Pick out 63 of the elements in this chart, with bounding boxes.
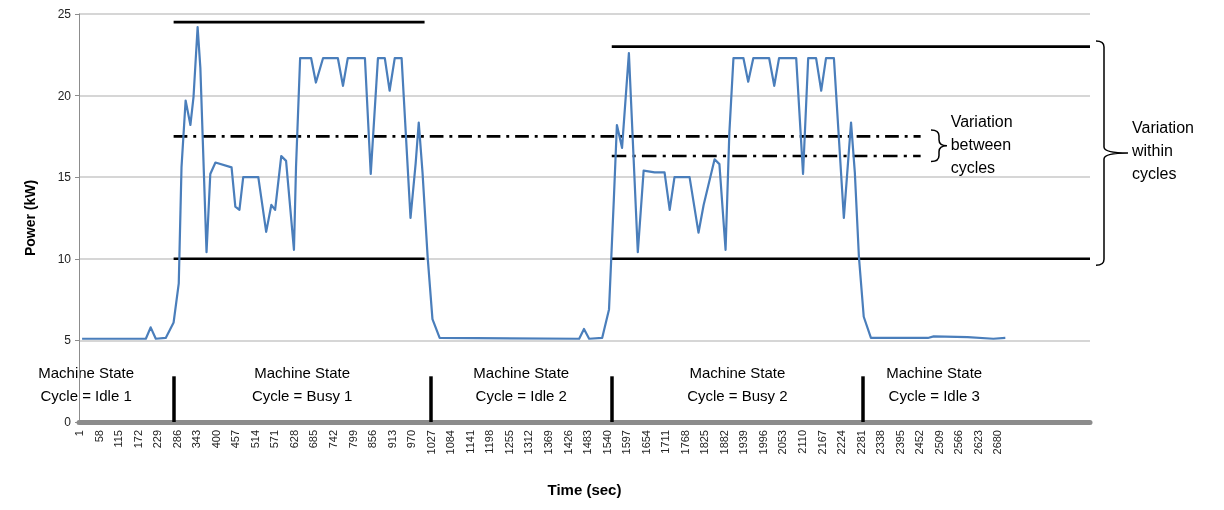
x-tick-label: 2110 bbox=[796, 430, 809, 454]
x-tick-label: 1825 bbox=[698, 430, 711, 455]
x-tick-label: 172 bbox=[131, 430, 144, 449]
annotation: Variation between cycles bbox=[950, 112, 1013, 176]
annotation: Machine State Cycle = Idle 3 bbox=[886, 364, 983, 404]
x-tick-label: 2452 bbox=[913, 430, 926, 455]
x-tick-label: 1255 bbox=[502, 430, 515, 455]
x-tick-label: 457 bbox=[229, 430, 242, 449]
x-tick-label: 2224 bbox=[835, 430, 848, 455]
x-axis-title: Time (sec) bbox=[547, 481, 622, 498]
y-tick-label: 25 bbox=[57, 7, 72, 21]
x-tick-label: 1939 bbox=[737, 430, 750, 455]
x-tick-label: 742 bbox=[327, 430, 340, 449]
annotation: Machine State Cycle = Idle 2 bbox=[473, 364, 570, 404]
x-tick-label: 1027 bbox=[424, 430, 437, 455]
text: Variation within cycles bbox=[1131, 119, 1194, 183]
y-tick-label: 10 bbox=[57, 251, 72, 266]
x-tick-label: 799 bbox=[346, 430, 359, 449]
x-tick-label: 229 bbox=[151, 430, 164, 449]
x-tick-label: 400 bbox=[209, 430, 222, 449]
y-tick-label: 0 bbox=[64, 415, 72, 429]
x-tick-label: 2338 bbox=[874, 430, 887, 455]
x-tick-label: 1540 bbox=[600, 430, 613, 455]
x-tick-label: 1483 bbox=[581, 430, 594, 455]
x-tick-label: 2623 bbox=[971, 430, 984, 455]
x-tick-label: 913 bbox=[385, 430, 398, 449]
x-tick-label: 1597 bbox=[620, 430, 633, 455]
y-tick-label: 20 bbox=[57, 88, 72, 103]
x-tick-label: 1369 bbox=[541, 430, 554, 455]
x-tick-label: 2509 bbox=[932, 430, 945, 455]
x-tick-label: 115 bbox=[112, 430, 125, 448]
y-tick-label: 5 bbox=[64, 333, 72, 348]
x-tick-label: 685 bbox=[307, 430, 320, 449]
x-tick-label: 514 bbox=[248, 430, 261, 449]
x-tick-label: 2566 bbox=[952, 430, 965, 455]
x-tick-label: 571 bbox=[268, 430, 281, 449]
x-tick-label: 1882 bbox=[717, 430, 730, 455]
x-tick-label: 1654 bbox=[639, 430, 652, 455]
y-axis-title: Power (kW) bbox=[22, 179, 38, 257]
x-tick-label: 628 bbox=[287, 430, 300, 449]
x-tick-label: 1768 bbox=[678, 430, 691, 455]
x-tick-label: 1198 bbox=[483, 430, 496, 454]
x-tick-label: 856 bbox=[366, 430, 379, 449]
x-tick-label: 1312 bbox=[522, 430, 535, 455]
x-tick-label: 2680 bbox=[991, 430, 1004, 455]
x-tick-label: 1084 bbox=[444, 430, 457, 455]
x-tick-label: 2167 bbox=[815, 430, 828, 455]
x-tick-label: 1141 bbox=[463, 430, 476, 454]
x-tick-label: 286 bbox=[170, 430, 183, 449]
annotation: Machine State Cycle = Idle 1 bbox=[38, 364, 135, 404]
x-tick-label: 2281 bbox=[854, 430, 867, 455]
x-tick-label: 343 bbox=[190, 430, 203, 449]
x-tick-label: 58 bbox=[92, 430, 105, 443]
x-tick-label: 1996 bbox=[756, 430, 769, 455]
x-tick-label: 1426 bbox=[561, 430, 574, 455]
annotation: Machine State Cycle = Busy 1 bbox=[251, 364, 353, 404]
x-tick-label: 2053 bbox=[776, 430, 789, 455]
x-tick-label: 1 bbox=[73, 430, 85, 437]
y-tick-label: 15 bbox=[57, 170, 72, 185]
x-tick-label: 970 bbox=[405, 430, 418, 449]
x-tick-label: 1711 bbox=[659, 430, 672, 454]
x-tick-label: 2395 bbox=[893, 430, 906, 455]
annotation: Machine State Cycle = Busy 2 bbox=[687, 364, 788, 404]
